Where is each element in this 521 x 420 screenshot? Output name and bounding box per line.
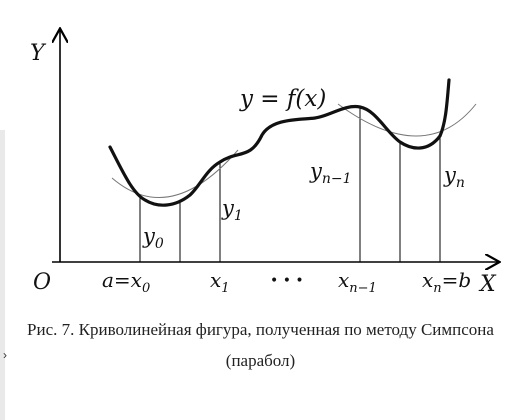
ordinate-label-y1: y1 xyxy=(221,196,243,224)
function-curve xyxy=(108,78,451,207)
figure-caption: Рис. 7. Криволинейная фигура, полученная… xyxy=(0,314,521,376)
ordinate-label-yn: yn xyxy=(443,163,465,191)
y-axis-label: Y xyxy=(30,41,47,66)
caption-line-1: Рис. 7. Криволинейная фигура, полученная… xyxy=(27,320,494,339)
tick-label-xn1: xn−1 xyxy=(338,268,377,296)
ordinate-label-yn1: yn−1 xyxy=(309,159,352,187)
tick-label-x0: a=x0 xyxy=(102,268,150,296)
left-edge-strip xyxy=(0,130,5,420)
parabola-right xyxy=(337,103,477,137)
function-label: y = f(x) xyxy=(239,86,326,112)
tick-dots: • • • xyxy=(270,273,304,289)
x-axis-label: X xyxy=(478,272,497,297)
tick-label-x1: x1 xyxy=(210,268,230,296)
side-mark: › xyxy=(3,348,7,362)
parabola-left xyxy=(111,149,239,199)
origin-label: O xyxy=(33,270,51,295)
tick-label-xn: xn=b xyxy=(422,268,471,296)
ordinate-label-y0: y0 xyxy=(142,224,164,252)
caption-line-2: (парабол) xyxy=(225,351,296,370)
